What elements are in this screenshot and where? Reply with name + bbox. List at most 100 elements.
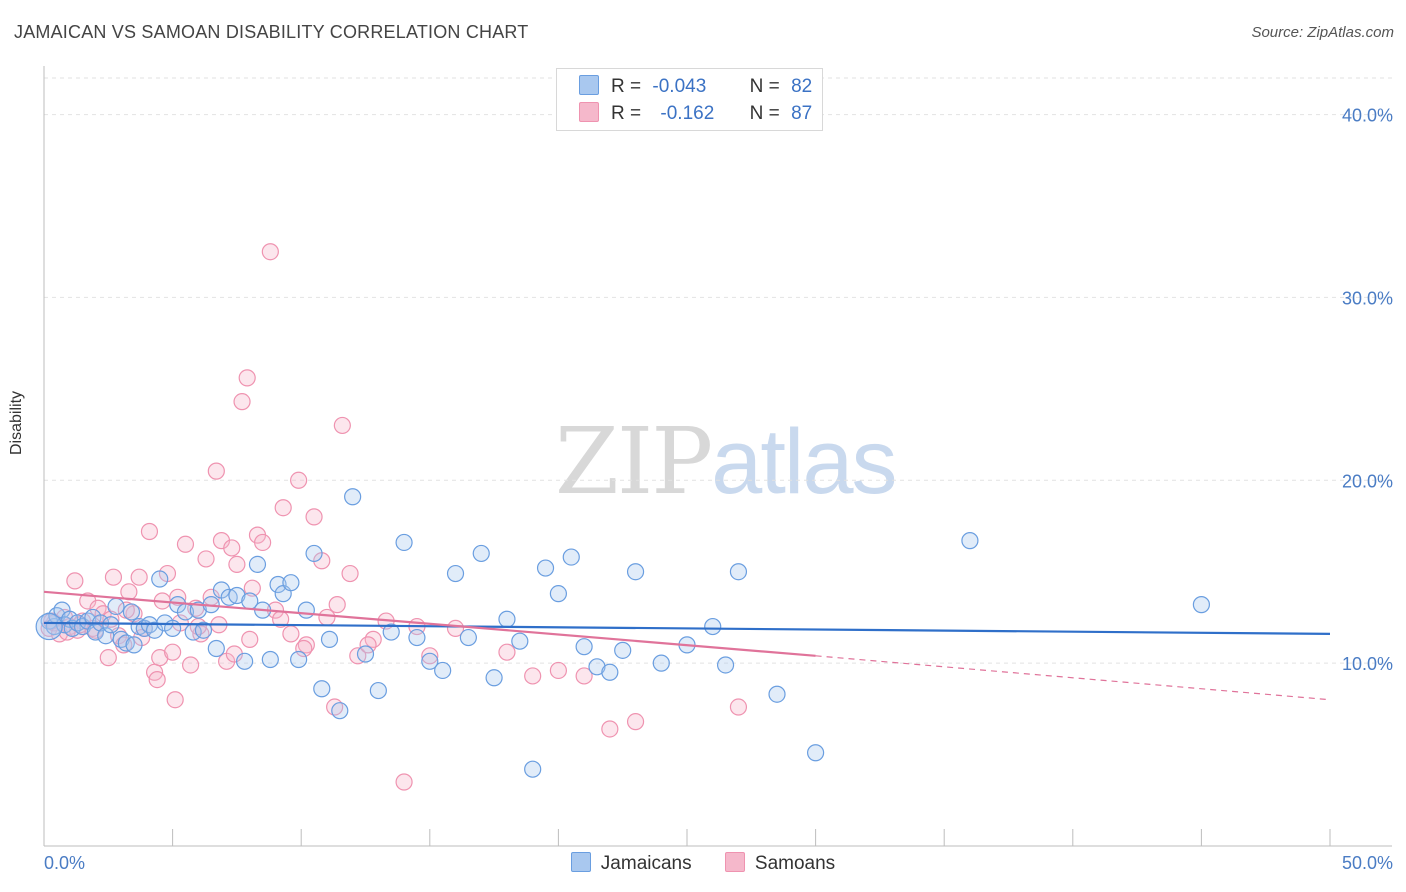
- samoans-trend-line: [43, 590, 816, 657]
- jamaicans-point: [536, 559, 555, 577]
- jamaicans-point: [704, 617, 722, 636]
- samoans-point: [228, 555, 246, 574]
- jamaicans-point: [729, 563, 748, 581]
- legend-r-label: R =: [611, 76, 642, 97]
- samoans-point: [99, 649, 117, 667]
- jamaicans-point: [382, 623, 400, 641]
- watermark-atlas: atlas: [711, 411, 897, 513]
- jamaicans-point: [408, 628, 426, 647]
- jamaicans-point: [562, 548, 580, 566]
- jamaicans-trend-line: [43, 621, 1331, 635]
- samoans-point: [290, 471, 308, 489]
- series-legend-samoans: Samoans: [724, 852, 836, 875]
- samoans-point: [575, 667, 593, 685]
- samoans-point: [282, 625, 300, 643]
- jamaicans-point: [102, 616, 120, 634]
- samoans-point: [328, 596, 346, 614]
- samoans-point: [197, 550, 215, 568]
- samoans-point: [274, 499, 292, 517]
- legend-n-value: 82: [791, 76, 813, 97]
- y-tick-label: 40.0%: [1342, 106, 1393, 126]
- samoans-point: [305, 508, 323, 526]
- legend-r-value: -0.043: [652, 76, 707, 97]
- samoans-point: [395, 773, 413, 791]
- jamaicans-point: [961, 532, 979, 550]
- jamaicans-point: [320, 630, 339, 648]
- samoans-point: [295, 639, 313, 658]
- y-tick-label: 10.0%: [1342, 654, 1393, 674]
- jamaicans-point: [297, 601, 315, 619]
- samoans-point: [729, 698, 748, 716]
- jamaicans-point: [369, 681, 387, 700]
- samoans-point: [524, 667, 542, 685]
- jamaicans-point: [313, 680, 331, 698]
- jamaicans-point: [588, 658, 606, 676]
- samoans-point: [238, 369, 256, 387]
- jamaicans-point: [601, 663, 619, 681]
- samoans-point: [151, 649, 169, 667]
- jamaicans-point: [122, 603, 141, 621]
- jamaicans-point: [446, 564, 465, 583]
- y-tick-label: 30.0%: [1342, 288, 1393, 308]
- jamaicans-point: [716, 656, 735, 674]
- jamaicans-point: [356, 645, 375, 663]
- legend-r-label: R =: [611, 103, 642, 124]
- samoans-point: [601, 720, 619, 738]
- jamaicans-point: [511, 632, 529, 650]
- jamaicans-point: [768, 685, 786, 703]
- jamaicans-point: [344, 488, 362, 506]
- watermark: ZIPatlas: [555, 408, 898, 515]
- jamaicans-point: [125, 636, 143, 654]
- legend-row-jamaicans: R = -0.043 N = 82: [579, 75, 812, 99]
- jamaicans-point: [434, 661, 452, 680]
- jamaicans-point: [331, 702, 349, 720]
- jamaicans-point: [498, 610, 516, 628]
- jamaicans-point: [485, 669, 503, 687]
- series-label-jamaicans: Jamaicans: [600, 853, 692, 874]
- jamaicans-point: [248, 555, 267, 574]
- legend-swatch-samoans: [579, 102, 599, 122]
- samoans-point: [261, 243, 279, 261]
- samoans-point: [341, 564, 359, 583]
- jamaicans-point: [395, 533, 413, 552]
- jamaicans-point: [549, 585, 568, 603]
- x-tick-label: 0.0%: [44, 853, 85, 873]
- samoans-point: [233, 393, 251, 411]
- jamaicans-point: [269, 575, 287, 594]
- series-legend: Jamaicans Samoans: [0, 852, 1406, 875]
- jamaicans-point: [614, 641, 632, 659]
- samoans-point: [207, 462, 225, 480]
- x-tick-label: 50.0%: [1342, 853, 1393, 873]
- legend-n-value: 87: [791, 103, 813, 124]
- samoans-point: [66, 572, 84, 590]
- legend-n-label: N =: [749, 103, 780, 124]
- jamaicans-point: [575, 638, 593, 656]
- jamaicans-point: [194, 621, 213, 639]
- legend-swatch-jamaicans: [579, 75, 599, 95]
- samoans-point: [176, 535, 195, 553]
- jamaicans-point: [236, 652, 254, 670]
- y-tick-label: 20.0%: [1342, 471, 1393, 491]
- samoans-point: [169, 588, 187, 606]
- samoans-trend-extension: [815, 655, 1331, 701]
- jamaicans-point: [305, 544, 323, 563]
- jamaicans-point: [35, 612, 63, 641]
- samoans-point: [104, 568, 123, 586]
- legend-row-samoans: R = -0.162 N = 87: [579, 102, 812, 126]
- jamaicans-point: [459, 628, 477, 647]
- series-label-samoans: Samoans: [754, 853, 836, 874]
- jamaicans-point: [207, 639, 225, 658]
- series-swatch-jamaicans: [570, 852, 591, 872]
- jamaicans-point: [1192, 596, 1211, 614]
- jamaicans-point: [290, 650, 308, 669]
- jamaicans-point: [164, 619, 182, 638]
- jamaicans-point: [107, 597, 125, 616]
- samoans-point: [254, 533, 272, 552]
- samoans-point: [626, 713, 645, 731]
- series-swatch-samoans: [724, 852, 745, 872]
- legend-n-label: N =: [749, 76, 780, 97]
- jamaicans-point: [228, 586, 246, 605]
- jamaicans-point: [626, 563, 645, 581]
- series-legend-jamaicans: Jamaicans: [570, 852, 692, 875]
